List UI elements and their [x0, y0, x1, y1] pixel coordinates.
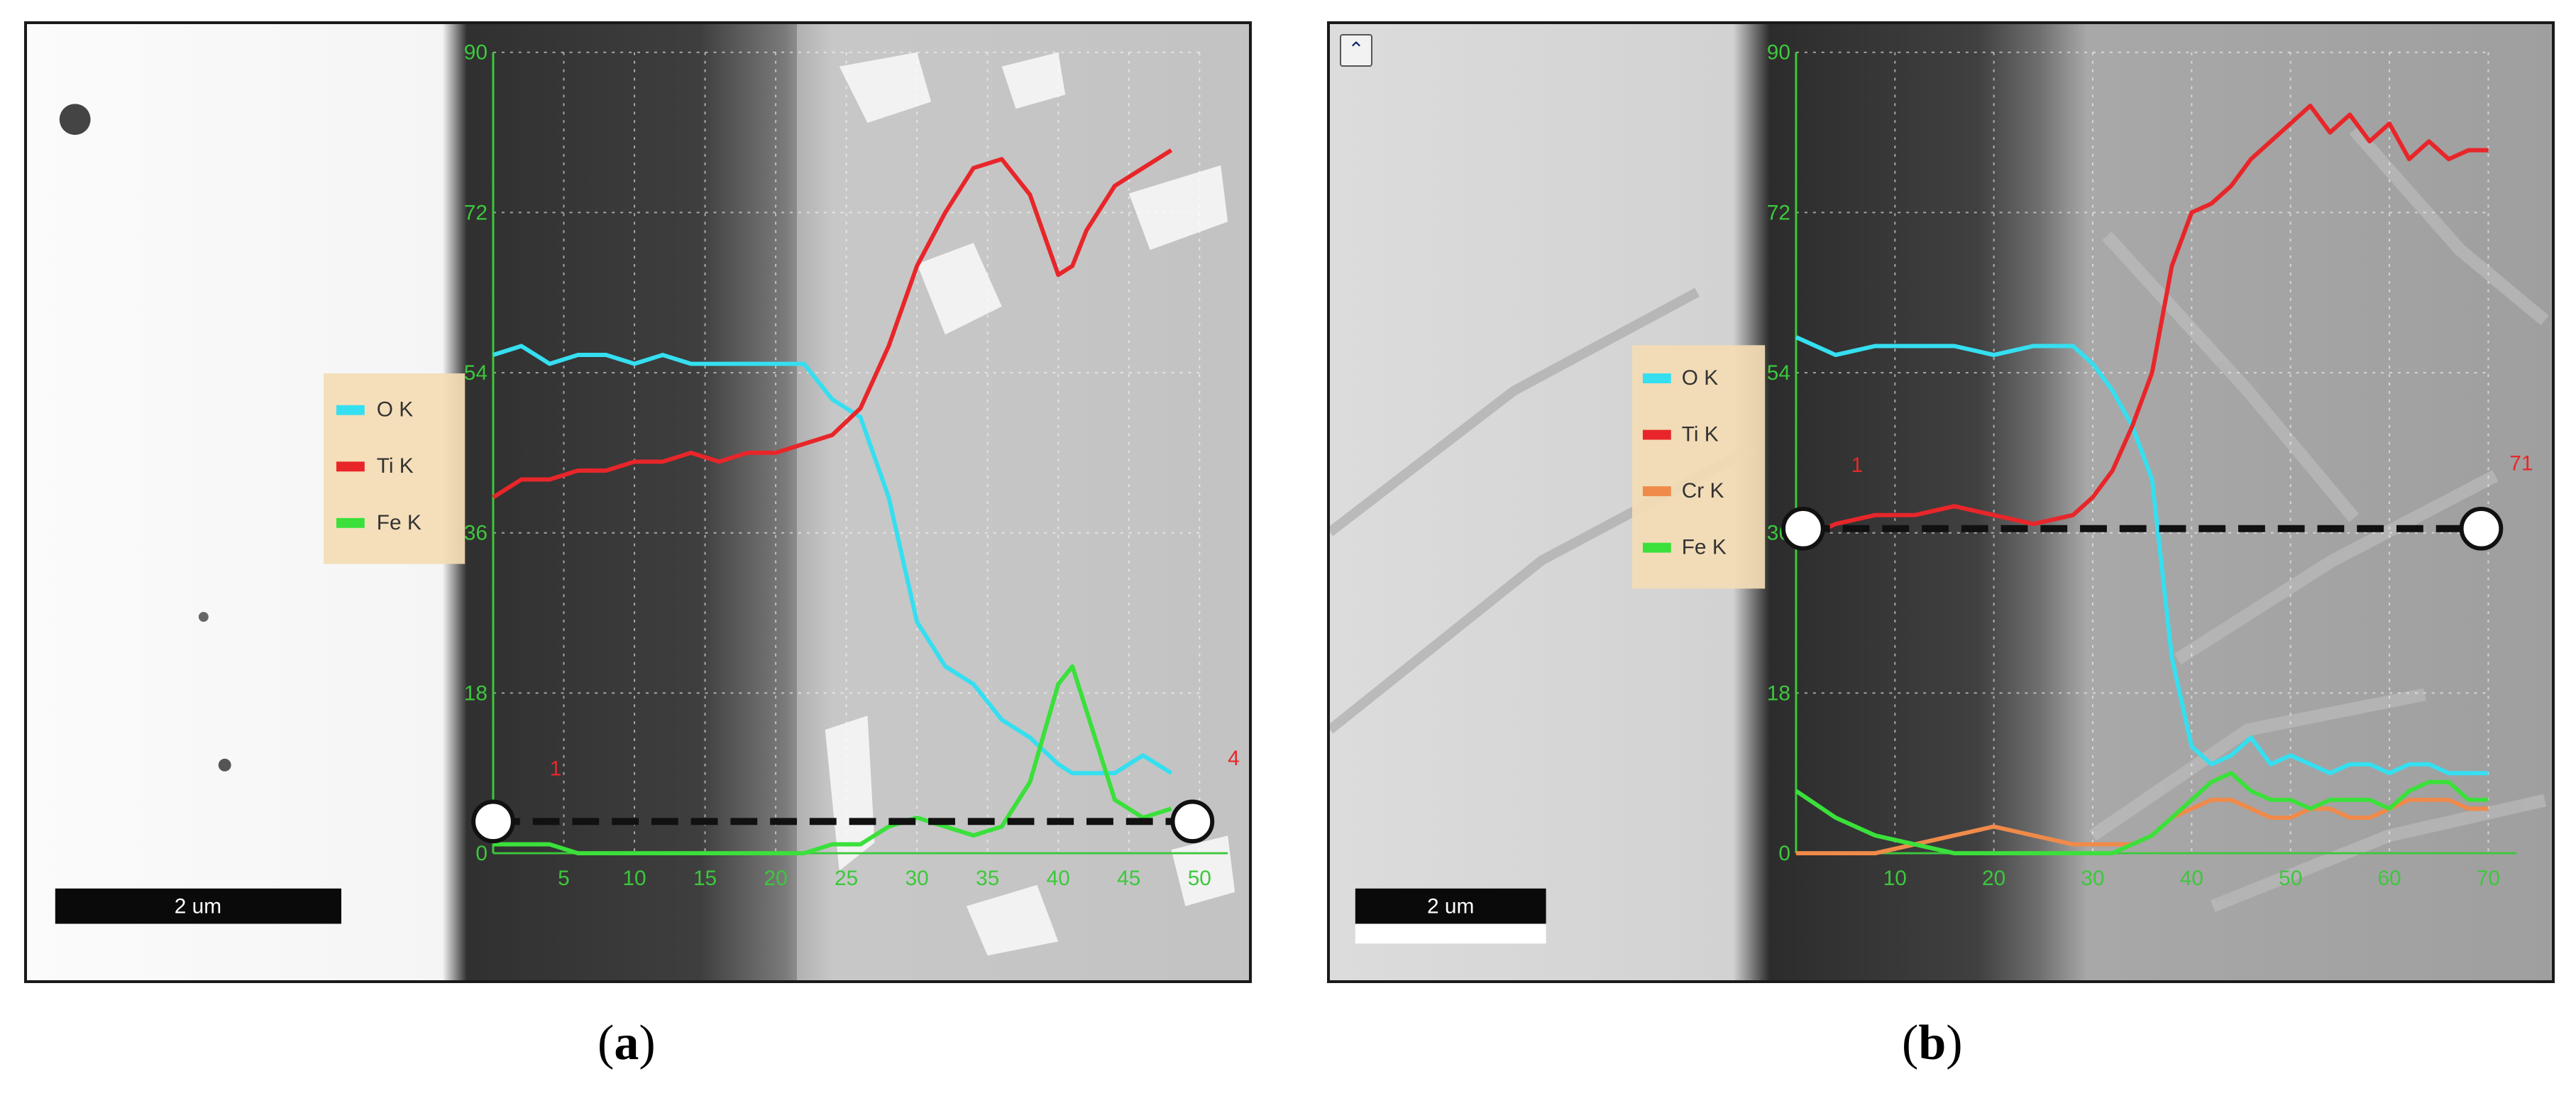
sem-image-particle: [59, 104, 91, 136]
scan-start-handle[interactable]: [1781, 506, 1825, 551]
y-tick-label: 90: [1767, 41, 1790, 65]
x-tick-label: 15: [693, 867, 717, 890]
series-line-cr-k: [1795, 797, 2489, 856]
scan-line-b: 1 71: [1781, 451, 2533, 551]
sem-image-particle: [218, 758, 231, 772]
y-tick-label: 18: [1767, 681, 1790, 705]
sem-image-dendrites: [2088, 126, 2549, 912]
panel-caption-b: (b): [1902, 1016, 1963, 1070]
series-line-fe-k: [1795, 771, 2489, 856]
legend-swatch-o-k: [336, 405, 365, 415]
scale-bar: [55, 888, 341, 924]
legend-label-o-k: O K: [377, 398, 414, 422]
legend-label-ti-k: Ti K: [1682, 423, 1719, 446]
y-tick-label: 0: [1778, 842, 1790, 865]
y-tick-label: 90: [464, 41, 488, 65]
x-tick-label: 10: [1883, 867, 1907, 890]
x-tick-label: 25: [835, 867, 858, 890]
scan-start-label: 1: [1851, 454, 1864, 477]
legend-swatch-fe-k: [1642, 542, 1671, 553]
y-tick-label: 0: [475, 842, 488, 865]
x-tick-label: 45: [1117, 867, 1140, 890]
y-tick-label: 18: [464, 681, 488, 705]
linescan-chart-a: 5 10 15 20 25 30 35 40 45 50 0 18 36 54 72 90 O K Ti K …: [27, 24, 1249, 980]
x-tick-label: 60: [2377, 867, 2401, 890]
legend-a: O K Ti K Fe K: [324, 373, 466, 564]
x-tick-label: 40: [2180, 867, 2203, 890]
x-tick-label: 40: [1047, 867, 1070, 890]
y-tick-label: 72: [464, 201, 488, 224]
scan-end-label: 4: [1228, 747, 1240, 770]
series-line-o-k: [1795, 335, 2489, 776]
scan-start-label: 1: [550, 757, 562, 781]
series-line-fe-k: [492, 664, 1172, 856]
series-line-o-k: [492, 344, 1173, 776]
legend-swatch-ti-k: [1642, 429, 1671, 440]
sem-image-inclusions: [825, 52, 1235, 956]
legend-label-cr-k: Cr K: [1682, 479, 1724, 503]
sem-image-particle: [198, 612, 209, 622]
legend-swatch-ti-k: [336, 461, 365, 472]
scan-end-handle[interactable]: [2459, 506, 2504, 551]
legend-swatch-cr-k: [1642, 486, 1671, 497]
y-tick-label: 36: [464, 522, 488, 545]
scale-bar: [1355, 888, 1546, 924]
scan-end-label: 71: [2509, 451, 2533, 475]
x-tick-label: 30: [2081, 867, 2104, 890]
scan-line-a: 1 4: [471, 747, 1240, 844]
series-line-ti-k: [1795, 104, 2489, 544]
scale-bar-label: 2 um: [175, 895, 221, 918]
x-tick-label: 50: [2279, 867, 2302, 890]
scale-bar-b: 2 um: [1355, 888, 1546, 944]
legend-label-ti-k: Ti K: [377, 454, 414, 478]
x-tick-label: 35: [976, 867, 999, 890]
x-tick-label: 20: [764, 867, 787, 890]
x-tick-label: 10: [622, 867, 646, 890]
x-tick-label: 50: [1188, 867, 1211, 890]
caption-letter: b: [1918, 1016, 1947, 1070]
legend-label-fe-k: Fe K: [1682, 536, 1727, 559]
legend-b: O K Ti K Cr K Fe K: [1632, 345, 1766, 589]
y-tick-label: 72: [1767, 201, 1790, 224]
legend-swatch-o-k: [1642, 373, 1671, 383]
scan-start-handle[interactable]: [471, 799, 515, 844]
linescan-panel-b: 10 20 30 40 50 60 70 0 18 36 54 72 90 O K Ti K Cr K …: [1327, 21, 2555, 983]
scan-end-handle[interactable]: [1170, 799, 1215, 844]
y-tick-label: 54: [1767, 361, 1790, 385]
caption-letter: a: [614, 1016, 639, 1070]
x-tick-label: 20: [1982, 867, 2005, 890]
x-tick-label: 30: [906, 867, 929, 890]
x-tick-label: 5: [558, 867, 570, 890]
legend-label-o-k: O K: [1682, 366, 1719, 390]
series-line-ti-k: [492, 148, 1173, 500]
x-tick-label: 70: [2477, 867, 2500, 890]
panel-caption-a: (a): [598, 1016, 656, 1070]
legend-label-fe-k: Fe K: [377, 511, 422, 534]
scale-bar-label: 2 um: [1427, 895, 1474, 918]
legend-swatch-fe-k: [336, 517, 365, 528]
chevron-up-icon[interactable]: ⌃: [1340, 34, 1372, 67]
y-tick-label: 54: [464, 361, 488, 385]
scale-bar-underline: [1355, 923, 1546, 944]
linescan-panel-a: 5 10 15 20 25 30 35 40 45 50 0 18 36 54 72 90 O K Ti K …: [24, 21, 1252, 983]
scale-bar-a: 2 um: [55, 888, 341, 924]
plot-area-a: 5 10 15 20 25 30 35 40 45 50 0 18 36 54 72 90: [464, 41, 1228, 890]
